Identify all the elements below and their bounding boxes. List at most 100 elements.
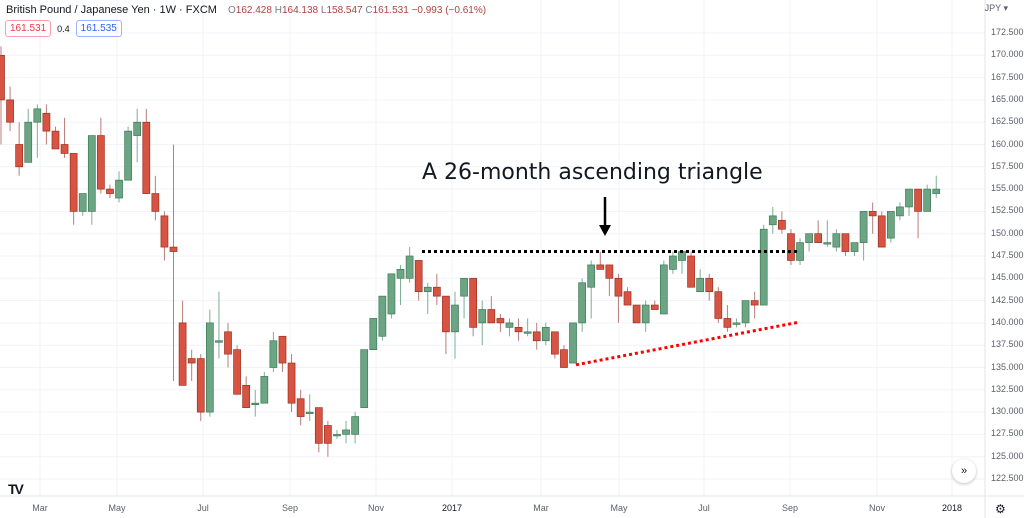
candle-up[interactable] [387, 273, 396, 315]
candle-up[interactable] [569, 322, 577, 364]
candle-up[interactable] [659, 264, 668, 315]
candle-down[interactable] [142, 121, 151, 194]
candle-up[interactable] [451, 304, 459, 333]
candle-down[interactable] [841, 233, 850, 252]
candle-down[interactable] [314, 407, 323, 444]
candle-down[interactable] [106, 188, 114, 194]
tradingview-logo-icon[interactable]: TV [8, 481, 24, 497]
support-trendline[interactable] [575, 320, 801, 367]
candle-up[interactable] [251, 402, 260, 406]
candle-down[interactable] [432, 286, 441, 297]
settings-gear-icon[interactable]: ⚙ [995, 502, 1006, 516]
candle-up[interactable] [669, 255, 677, 270]
candle-down[interactable] [687, 255, 695, 288]
sell-price-button[interactable]: 161.531 [5, 20, 52, 37]
candle-down[interactable] [714, 291, 723, 319]
symbol-title[interactable]: British Pound / Japanese Yen · 1W · FXCM [6, 4, 217, 16]
candle-down[interactable] [187, 358, 196, 364]
candle-down[interactable] [442, 295, 450, 333]
candle-up[interactable] [587, 264, 596, 288]
candle-up[interactable] [260, 376, 269, 404]
candle-down[interactable] [778, 219, 786, 230]
candle-down[interactable] [169, 246, 178, 252]
candle-down[interactable] [605, 264, 614, 279]
candle-up[interactable] [541, 327, 550, 342]
candle-down[interactable] [0, 54, 5, 101]
buy-price-button[interactable]: 161.535 [75, 20, 122, 37]
candle-up[interactable] [932, 188, 941, 194]
candle-down[interactable] [487, 309, 496, 324]
candle-up[interactable] [768, 215, 777, 226]
candle-up[interactable] [859, 211, 868, 243]
candle-down[interactable] [551, 331, 559, 355]
candle-down[interactable] [324, 425, 332, 444]
candle-up[interactable] [33, 108, 42, 123]
candle-down[interactable] [596, 264, 605, 270]
candle-up[interactable] [305, 411, 314, 414]
candle-down[interactable] [623, 291, 632, 306]
candle-up[interactable] [523, 331, 532, 334]
candle-up[interactable] [696, 277, 705, 293]
candle-down[interactable] [868, 211, 877, 217]
candle-up[interactable] [360, 349, 369, 408]
candle-down[interactable] [514, 327, 523, 333]
candle-down[interactable] [97, 135, 105, 190]
candle-down[interactable] [787, 233, 795, 261]
candle-up[interactable] [87, 135, 96, 212]
candle-up[interactable] [396, 269, 405, 279]
candle-up[interactable] [423, 286, 432, 293]
candle-up[interactable] [905, 188, 913, 208]
candle-down[interactable] [224, 331, 232, 355]
candle-up[interactable] [205, 322, 214, 413]
candle-down[interactable] [469, 277, 478, 328]
candle-down[interactable] [6, 99, 14, 123]
candle-up[interactable] [215, 340, 223, 343]
candle-up[interactable] [850, 242, 859, 252]
candle-down[interactable] [705, 277, 714, 293]
candle-up[interactable] [796, 242, 804, 261]
candle-down[interactable] [414, 260, 423, 293]
candle-down[interactable] [914, 188, 922, 212]
candle-up[interactable] [133, 121, 142, 136]
candle-up[interactable] [78, 193, 87, 212]
candle-up[interactable] [24, 121, 33, 163]
candle-up[interactable] [823, 242, 832, 245]
candle-down[interactable] [296, 398, 305, 417]
candle-up[interactable] [896, 206, 904, 217]
candle-down[interactable] [15, 144, 24, 168]
candle-down[interactable] [814, 233, 823, 243]
candle-up[interactable] [641, 304, 650, 324]
candle-up[interactable] [115, 179, 123, 199]
candle-up[interactable] [741, 300, 750, 324]
candle-down[interactable] [877, 215, 886, 248]
candle-down[interactable] [242, 384, 251, 408]
candle-down[interactable] [650, 304, 659, 310]
candle-up[interactable] [832, 233, 841, 248]
candle-down[interactable] [233, 349, 241, 395]
candle-down[interactable] [632, 304, 641, 324]
candle-down[interactable] [750, 300, 759, 306]
candle-up[interactable] [342, 429, 350, 435]
candle-down[interactable] [287, 362, 296, 404]
candle-up[interactable] [923, 188, 932, 212]
candle-down[interactable] [723, 318, 732, 328]
candle-down[interactable] [60, 144, 69, 154]
candle-up[interactable] [759, 228, 768, 306]
candle-down[interactable] [196, 358, 205, 413]
candle-up[interactable] [460, 277, 468, 297]
candle-up[interactable] [351, 416, 359, 435]
candle-up[interactable] [333, 434, 341, 437]
candle-up[interactable] [805, 233, 813, 243]
candle-down[interactable] [278, 335, 287, 364]
candle-down[interactable] [178, 322, 187, 386]
candle-up[interactable] [378, 295, 387, 337]
currency-selector[interactable]: JPY ▾ [984, 3, 1008, 13]
candle-down[interactable] [532, 331, 541, 342]
candle-up[interactable] [369, 318, 378, 351]
candle-up[interactable] [405, 255, 414, 279]
candle-down[interactable] [614, 277, 623, 297]
candle-up[interactable] [578, 282, 586, 324]
candle-up[interactable] [505, 322, 514, 328]
candle-down[interactable] [160, 215, 169, 248]
